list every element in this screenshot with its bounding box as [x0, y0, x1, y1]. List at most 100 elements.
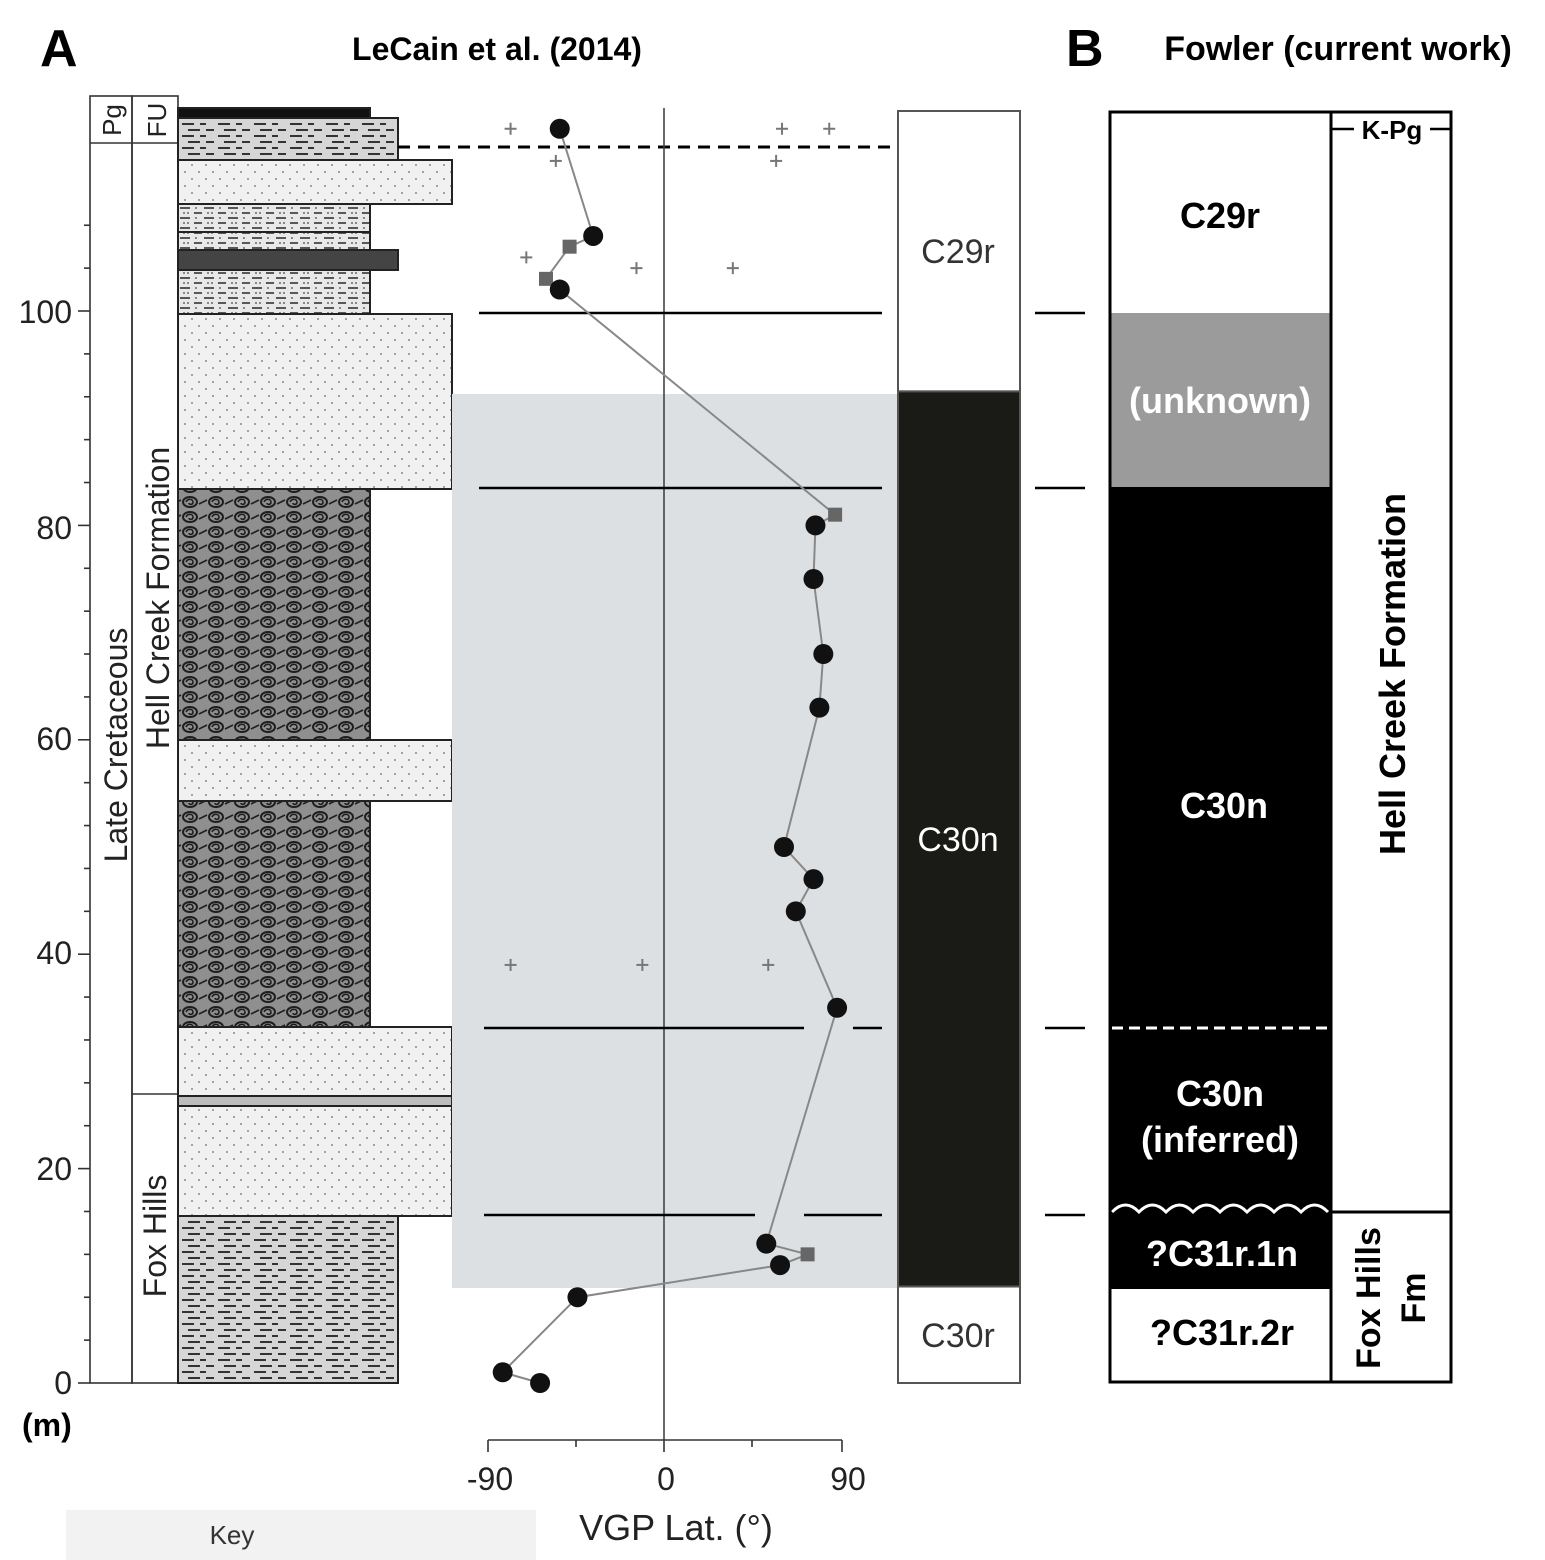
kpg-label: K-Pg — [1362, 115, 1423, 145]
polarity-column-a: C29r C30n C30r — [897, 110, 1021, 1385]
fox-hills-fm-label-b: Fm — [1395, 1273, 1433, 1324]
bed-shale-bottom — [177, 1215, 399, 1384]
vgp-x-axis: -90 0 90 — [467, 1439, 866, 1497]
bed-sand-4 — [177, 313, 453, 490]
vgp-cross-point — [762, 958, 775, 971]
vgp-circle-point — [827, 997, 848, 1018]
x-tick-90: 90 — [830, 1461, 866, 1497]
vgp-cross-point — [504, 958, 517, 971]
vgp-data-layer — [492, 118, 848, 1393]
vgp-square-point — [562, 239, 577, 254]
bed-sand-3 — [177, 739, 453, 802]
panel-b-column: K-Pg C29r (unknown) C30n C30n (inferred)… — [1108, 110, 1453, 1384]
vgp-circle-point — [805, 515, 826, 536]
zone-b-c30n — [1110, 487, 1331, 1028]
bed-mixed-2 — [177, 231, 371, 251]
depth-tick-60: 60 — [36, 721, 72, 757]
vgp-cross-point — [504, 122, 517, 135]
correlation-lines-a — [479, 311, 882, 1217]
fox-hills-label-a: Fox Hills — [137, 1175, 173, 1298]
column-fu-label: FU — [142, 103, 172, 138]
bed-thin-1 — [177, 1095, 453, 1107]
vgp-circle-point — [785, 901, 806, 922]
bed-shale-top — [177, 117, 399, 161]
vgp-circle-point — [803, 569, 824, 589]
depth-axis: 0 20 40 60 80 100 — [19, 294, 72, 1401]
depth-unit-label: (m) — [22, 1407, 72, 1443]
panel-b-title: Fowler (current work) — [1164, 30, 1512, 68]
hell-creek-label-a: Hell Creek Formation — [140, 447, 176, 749]
vgp-circle-point — [756, 1233, 777, 1254]
x-tick-0: 0 — [657, 1461, 675, 1497]
panel-a-letter: A — [40, 20, 78, 78]
depth-tick-80: 80 — [36, 510, 72, 546]
unconformity-wavy-line — [1110, 1203, 1330, 1215]
depth-tick-100: 100 — [19, 294, 72, 330]
panel-b-formation-border — [1329, 110, 1453, 1384]
zone-b-c31r1n — [1110, 1213, 1331, 1289]
zone-b-label-c30n-inferred-2: (inferred) — [1141, 1119, 1299, 1160]
lithology-column — [177, 107, 453, 1384]
zone-b-label-c31r2r: ?C31r.2r — [1150, 1312, 1294, 1353]
bed-sand-5 — [177, 159, 453, 205]
polarity-zone-c30n — [897, 390, 1021, 1288]
depth-tick-marks — [78, 224, 90, 1384]
vgp-circle-point — [809, 697, 830, 718]
depth-tick-0: 0 — [54, 1365, 72, 1401]
zone-b-unknown — [1110, 313, 1331, 487]
key-box — [66, 1510, 536, 1560]
bed-mudstone-2 — [177, 488, 371, 741]
vgp-circle-point — [813, 644, 834, 665]
zone-b-label-c30n-inferred-1: C30n — [1176, 1073, 1264, 1114]
zone-b-label-unknown: (unknown) — [1129, 380, 1311, 421]
vgp-square-point — [828, 507, 843, 522]
panel-b-letter: B — [1066, 20, 1104, 78]
vgp-square-point — [538, 271, 553, 286]
zone-b-label-c30n: C30n — [1180, 785, 1268, 826]
x-tick-neg90: -90 — [467, 1461, 513, 1497]
normal-polarity-shading — [452, 394, 898, 1288]
polarity-zone-c30r — [897, 1285, 1021, 1385]
polarity-zone-c29r — [897, 110, 1021, 393]
zone-b-c29r — [1110, 112, 1331, 313]
vgp-cross-point — [770, 154, 783, 167]
zone-b-c30n-inferred — [1110, 1028, 1331, 1213]
vgp-square-point — [800, 1247, 815, 1262]
vgp-cross-point — [776, 122, 789, 135]
polarity-label-c30r: C30r — [921, 1317, 995, 1355]
vgp-circle-point — [549, 118, 570, 139]
vgp-cross-point — [549, 154, 562, 167]
vgp-cross-point — [630, 262, 643, 275]
edge-ticks — [1035, 311, 1085, 1217]
bed-sand-1 — [177, 1105, 453, 1217]
polarity-label-c29r: C29r — [921, 233, 995, 271]
vgp-circle-point — [770, 1255, 791, 1276]
late-cretaceous-label: Late Cretaceous — [98, 628, 134, 863]
key-label: Key — [210, 1520, 255, 1550]
vgp-cross-point — [726, 262, 739, 275]
bed-mixed-3 — [177, 203, 371, 233]
fox-hills-label-b: Fox Hills — [1350, 1227, 1388, 1369]
vgp-circle-point — [492, 1362, 513, 1383]
polarity-label-c30n: C30n — [917, 821, 998, 859]
vgp-circle-point — [803, 869, 824, 890]
zone-b-label-c31r1n: ?C31r.1n — [1146, 1233, 1298, 1274]
bed-mudstone-1 — [177, 800, 371, 1028]
vgp-circle-point — [530, 1373, 551, 1393]
depth-tick-40: 40 — [36, 935, 72, 971]
vgp-circle-point — [773, 837, 794, 857]
bed-coal-top — [177, 107, 371, 119]
zone-b-c31r2r — [1110, 1289, 1331, 1381]
vgp-cross-point — [636, 958, 649, 971]
vgp-circle-point — [567, 1287, 588, 1308]
bed-sand-2 — [177, 1026, 453, 1097]
zone-b-label-c29r: C29r — [1180, 195, 1260, 236]
vgp-cross-point — [823, 122, 836, 135]
panel-a-title: LeCain et al. (2014) — [352, 31, 642, 67]
bed-dark-1 — [177, 249, 399, 271]
vgp-circle-point — [583, 225, 604, 246]
bed-mixed-1 — [177, 269, 371, 315]
x-axis-label: VGP Lat. (°) — [579, 1507, 773, 1548]
vgp-cross-point — [520, 251, 533, 264]
